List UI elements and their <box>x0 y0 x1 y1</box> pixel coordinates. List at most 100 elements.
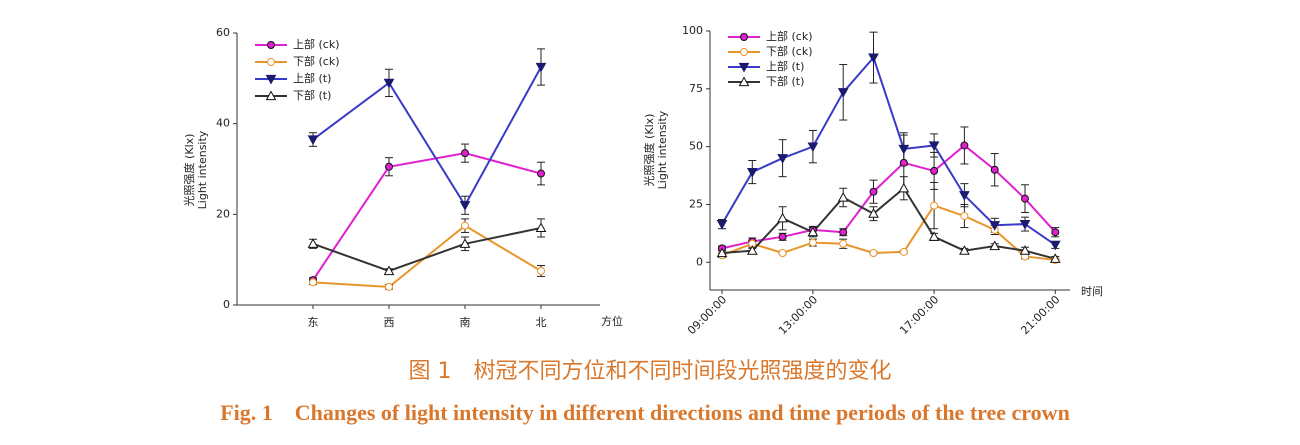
caption-en: Fig. 1 Changes of light intensity in dif… <box>220 400 1070 425</box>
marker <box>537 267 545 275</box>
marker <box>738 76 750 87</box>
marker <box>267 58 275 66</box>
marker <box>1019 219 1031 230</box>
marker <box>930 166 939 175</box>
series-line <box>721 204 1056 261</box>
marker <box>383 78 395 89</box>
marker <box>716 247 728 258</box>
marker <box>837 88 849 98</box>
marker <box>959 245 970 255</box>
legend-label: 下部 (t) <box>293 88 331 102</box>
legend-label: 上部 (t) <box>766 59 804 73</box>
marker <box>1049 240 1061 251</box>
series-line <box>721 144 1057 250</box>
marker <box>307 238 319 248</box>
marker <box>309 278 317 287</box>
y-tick-label: 20 <box>216 207 230 220</box>
marker <box>807 226 819 237</box>
y-tick-label: 40 <box>216 117 230 130</box>
y-tick-label: 75 <box>689 82 703 95</box>
marker <box>1051 228 1060 237</box>
marker <box>535 62 547 73</box>
marker <box>461 221 469 230</box>
marker <box>383 265 395 276</box>
marker <box>960 141 969 150</box>
x-tick-label: 21:00:00 <box>1018 293 1062 337</box>
y-axis-label: Light intensity <box>656 110 669 189</box>
marker <box>930 201 939 210</box>
x-axis-label: 方位 <box>601 314 623 328</box>
marker <box>537 169 545 178</box>
marker <box>738 62 750 73</box>
legend-label: 上部 (t) <box>293 71 331 85</box>
marker <box>265 74 277 85</box>
marker <box>839 239 848 248</box>
marker <box>989 221 1001 231</box>
marker <box>899 247 908 256</box>
y-tick-label: 50 <box>689 140 703 153</box>
series-line <box>721 55 1056 246</box>
marker <box>928 231 940 241</box>
marker <box>989 240 1001 251</box>
marker <box>839 228 848 237</box>
marker <box>1019 245 1031 255</box>
y-tick-label: 100 <box>682 24 703 37</box>
x-tick-label: 13:00:00 <box>776 293 820 337</box>
marker <box>837 191 849 202</box>
marker <box>778 249 787 257</box>
y-axis-label: 光照强度 (Klx) <box>182 134 196 207</box>
marker <box>459 201 471 211</box>
marker <box>777 212 788 223</box>
marker <box>746 245 758 255</box>
series-line <box>312 226 542 273</box>
legend-label: 上部 (ck) <box>766 29 813 43</box>
y-tick-label: 60 <box>216 26 230 39</box>
marker <box>459 238 471 248</box>
series-line <box>721 186 1056 260</box>
y-tick-label: 0 <box>223 298 230 311</box>
marker <box>740 48 748 56</box>
y-axis-label: Light intensity <box>196 130 209 209</box>
marker <box>868 208 879 218</box>
x-tick-label: 西 <box>384 316 395 329</box>
marker <box>1049 253 1061 263</box>
marker <box>959 191 970 201</box>
marker <box>740 33 748 41</box>
marker <box>307 135 319 146</box>
caption-zh: 图 1 树冠不同方位和不同时间段光照强度的变化 <box>409 359 892 384</box>
marker <box>267 41 275 49</box>
legend-label: 下部 (t) <box>766 74 804 88</box>
x-axis-label: 时间 <box>1081 285 1103 298</box>
marker <box>990 165 999 174</box>
marker <box>808 238 817 247</box>
y-tick-label: 25 <box>689 197 703 210</box>
legend-label: 下部 (ck) <box>766 44 813 58</box>
x-tick-label: 南 <box>460 316 471 329</box>
marker <box>777 154 788 164</box>
marker <box>868 53 879 64</box>
marker <box>898 182 910 193</box>
series-line <box>312 152 542 281</box>
x-tick-label: 北 <box>536 316 547 329</box>
series-line <box>312 224 542 288</box>
marker <box>385 282 393 291</box>
marker <box>928 141 940 151</box>
marker <box>461 149 469 158</box>
marker <box>385 162 393 171</box>
series-line <box>312 66 542 208</box>
legend-label: 上部 (ck) <box>293 37 340 51</box>
y-tick-label: 0 <box>696 255 703 268</box>
marker <box>807 142 819 153</box>
x-tick-label: 17:00:00 <box>897 293 941 337</box>
marker <box>899 158 908 167</box>
marker <box>898 144 910 155</box>
marker <box>535 222 547 233</box>
x-tick-label: 东 <box>308 316 319 329</box>
marker <box>869 249 878 257</box>
marker <box>1021 194 1029 203</box>
marker <box>960 212 969 220</box>
marker <box>746 167 758 178</box>
marker <box>265 90 277 101</box>
marker <box>778 232 787 241</box>
